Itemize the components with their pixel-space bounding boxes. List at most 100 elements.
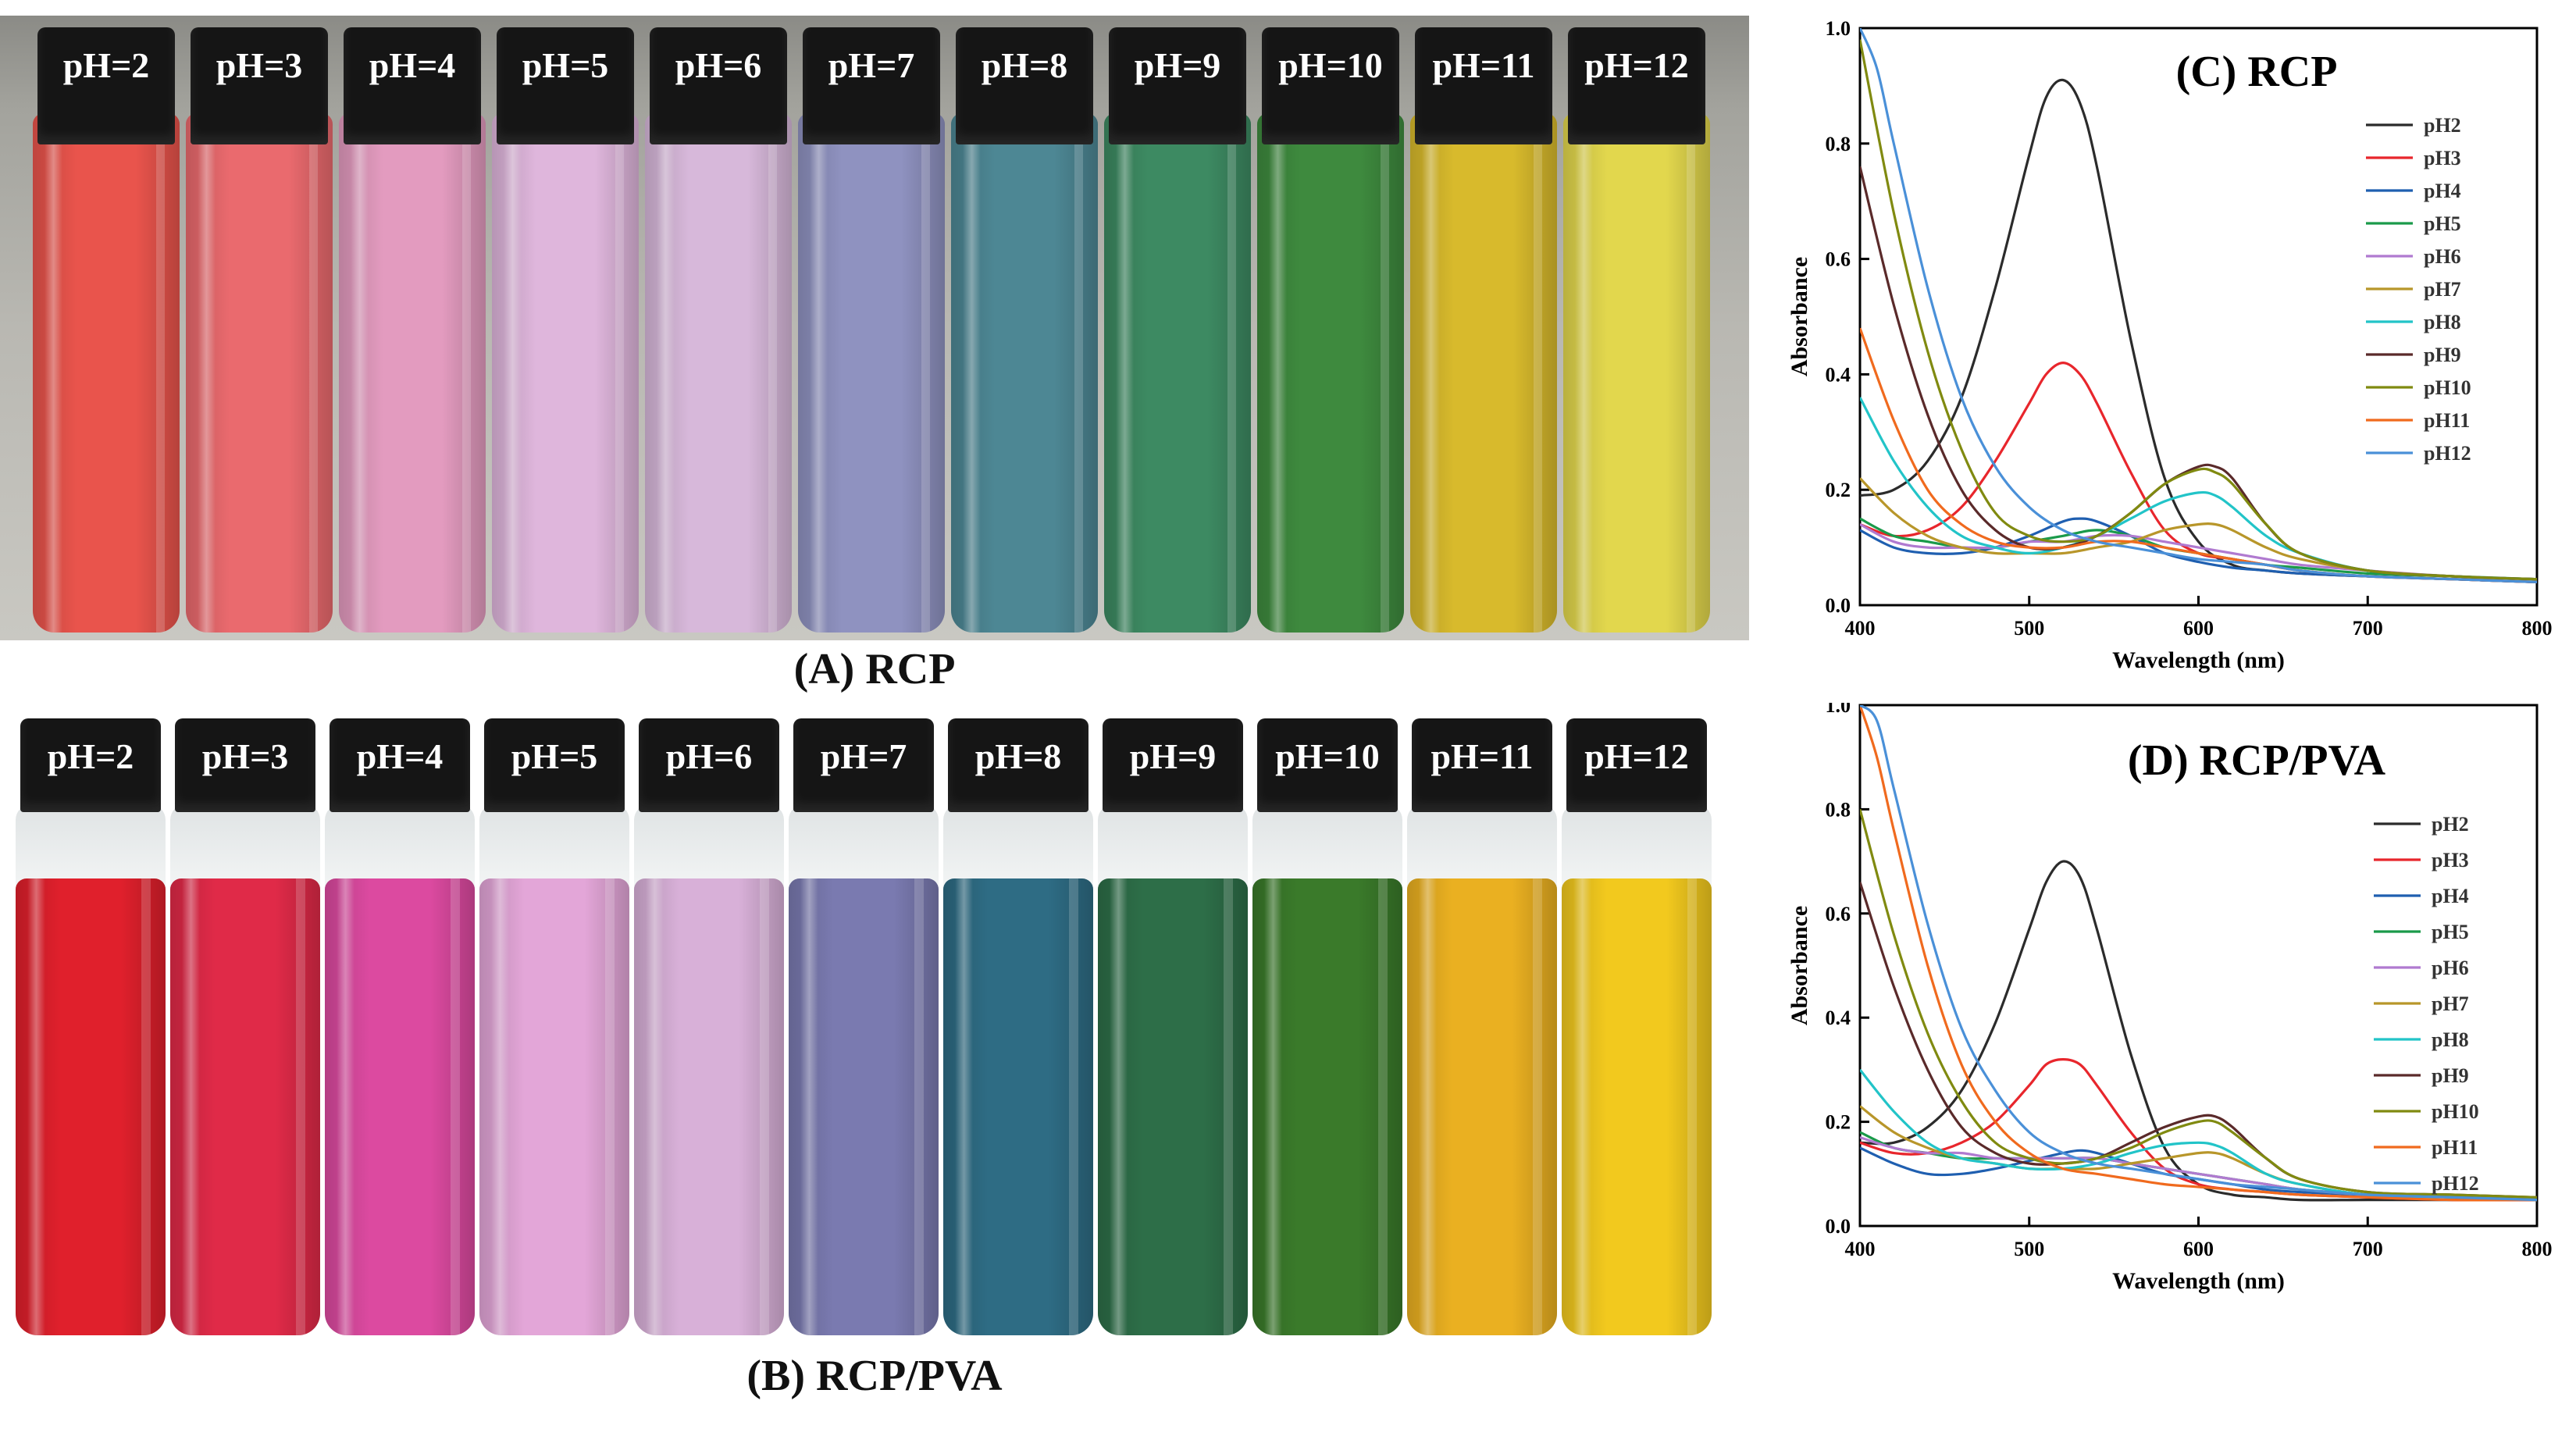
series-line-pH5 — [1860, 517, 2537, 581]
vial-liquid — [186, 113, 333, 633]
vial-cap: pH=6 — [639, 718, 779, 812]
x-tick-label: 400 — [1845, 617, 1876, 640]
y-axis-label: Absorbance — [1787, 257, 1812, 376]
series-line-pH12 — [1860, 705, 2537, 1202]
vial-ph-label: pH=3 — [201, 736, 289, 776]
vial-ph-label: pH=2 — [47, 736, 134, 776]
legend-label: pH8 — [2432, 1028, 2469, 1051]
series-group — [1860, 705, 2537, 1202]
vial: pH=12 — [1562, 718, 1712, 1335]
vial-liquid — [479, 878, 629, 1335]
vial-cap: pH=8 — [948, 718, 1088, 812]
vial-cap: pH=12 — [1566, 718, 1707, 812]
x-tick-label: 500 — [2014, 617, 2044, 640]
vial: pH=8 — [951, 27, 1098, 633]
x-tick-label: 700 — [2353, 617, 2383, 640]
legend-label: pH9 — [2424, 344, 2461, 366]
legend-label: pH6 — [2432, 957, 2469, 979]
vial-ph-label: pH=6 — [665, 736, 753, 776]
vial-ph-label: pH=11 — [1431, 736, 1534, 776]
series-line-pH10 — [1860, 808, 2537, 1199]
vial-liquid — [1257, 113, 1404, 633]
vial: pH=11 — [1410, 27, 1557, 633]
x-tick-label: 600 — [2183, 1238, 2214, 1260]
vial-ph-label: pH=6 — [675, 45, 762, 85]
x-tick-label: 700 — [2353, 1238, 2383, 1260]
vial-cap: pH=2 — [20, 718, 161, 812]
y-tick-label: 0.8 — [1826, 133, 1851, 155]
vial-cap: pH=4 — [344, 27, 481, 144]
vial-ph-label: pH=10 — [1275, 736, 1380, 776]
legend-label: pH7 — [2432, 992, 2469, 1015]
y-tick-label: 0.6 — [1826, 903, 1851, 925]
vial-liquid — [951, 113, 1098, 633]
vial-ph-label: pH=4 — [356, 736, 444, 776]
vial-cap: pH=10 — [1262, 27, 1399, 144]
vial: pH=5 — [492, 27, 639, 633]
legend-label: pH11 — [2432, 1136, 2478, 1159]
legend-label: pH10 — [2424, 376, 2471, 399]
series-line-pH4 — [1860, 517, 2537, 583]
legend-label: pH5 — [2432, 921, 2469, 943]
series-line-pH11 — [1860, 705, 2537, 1202]
y-tick-label: 0.6 — [1826, 248, 1851, 271]
y-tick-label: 0.4 — [1826, 363, 1851, 386]
vial-cap: pH=9 — [1109, 27, 1246, 144]
series-line-pH2 — [1860, 860, 2537, 1202]
vial-liquid — [798, 113, 945, 633]
vial-cap: pH=7 — [803, 27, 940, 144]
vial: pH=9 — [1098, 718, 1248, 1335]
vial-liquid — [1252, 878, 1402, 1335]
x-tick-label: 600 — [2183, 617, 2214, 640]
vial: pH=6 — [645, 27, 792, 633]
vial-liquid — [1410, 113, 1557, 633]
vial: pH=10 — [1252, 718, 1402, 1335]
vial-liquid — [1563, 113, 1710, 633]
x-tick-label: 800 — [2522, 1238, 2553, 1260]
legend-label: pH4 — [2432, 885, 2469, 907]
vial: pH=4 — [339, 27, 486, 633]
vial-ph-label: pH=4 — [369, 45, 456, 85]
vial-ph-label: pH=12 — [1584, 736, 1689, 776]
vial-ph-label: pH=8 — [981, 45, 1068, 85]
vial-liquid — [634, 878, 784, 1335]
vial: pH=2 — [16, 718, 166, 1335]
vial-cap: pH=8 — [956, 27, 1093, 144]
vial: pH=2 — [33, 27, 180, 633]
y-tick-label: 0.0 — [1826, 594, 1851, 617]
legend-label: pH2 — [2424, 114, 2461, 137]
y-tick-label: 0.8 — [1826, 798, 1851, 821]
chart-title: (C) RCP — [2176, 48, 2338, 96]
vial: pH=3 — [186, 27, 333, 633]
vial-liquid — [1104, 113, 1251, 633]
vial: pH=10 — [1257, 27, 1404, 633]
vial-liquid — [943, 878, 1093, 1335]
vial-cap: pH=2 — [37, 27, 175, 144]
y-axis-label: Absorbance — [1787, 906, 1812, 1025]
vial-ph-label: pH=2 — [62, 45, 150, 85]
caption-panel-a: (A) RCP — [793, 645, 956, 693]
vial-liquid — [492, 113, 639, 633]
x-tick-label: 800 — [2522, 617, 2553, 640]
vial-cap: pH=10 — [1257, 718, 1398, 812]
vial-cap: pH=11 — [1415, 27, 1552, 144]
series-group — [1860, 28, 2537, 583]
caption-panel-b: (B) RCP/PVA — [746, 1352, 1003, 1400]
vial-cap: pH=7 — [793, 718, 934, 812]
vial: pH=7 — [789, 718, 939, 1335]
legend-label: pH4 — [2424, 180, 2461, 202]
x-tick-label: 500 — [2014, 1238, 2044, 1260]
vial-liquid — [1098, 878, 1248, 1335]
x-axis-label: Wavelength (nm) — [2112, 1268, 2285, 1294]
legend-label: pH2 — [2432, 813, 2469, 836]
legend-label: pH10 — [2432, 1100, 2479, 1123]
vial: pH=12 — [1563, 27, 1710, 633]
vial-ph-label: pH=5 — [522, 45, 609, 85]
vial-cap: pH=3 — [191, 27, 328, 144]
y-tick-label: 1.0 — [1826, 17, 1851, 40]
absorbance-chart-rcp: 400 500 600 700 800 0.0 0.2 0.4 0.6 0.8 1.0 Wavelen… — [1787, 17, 2553, 673]
y-tick-label: 0.0 — [1826, 1215, 1851, 1238]
vial-cap: pH=3 — [175, 718, 315, 812]
vial-liquid — [1562, 878, 1712, 1335]
vial: pH=5 — [479, 718, 629, 1335]
